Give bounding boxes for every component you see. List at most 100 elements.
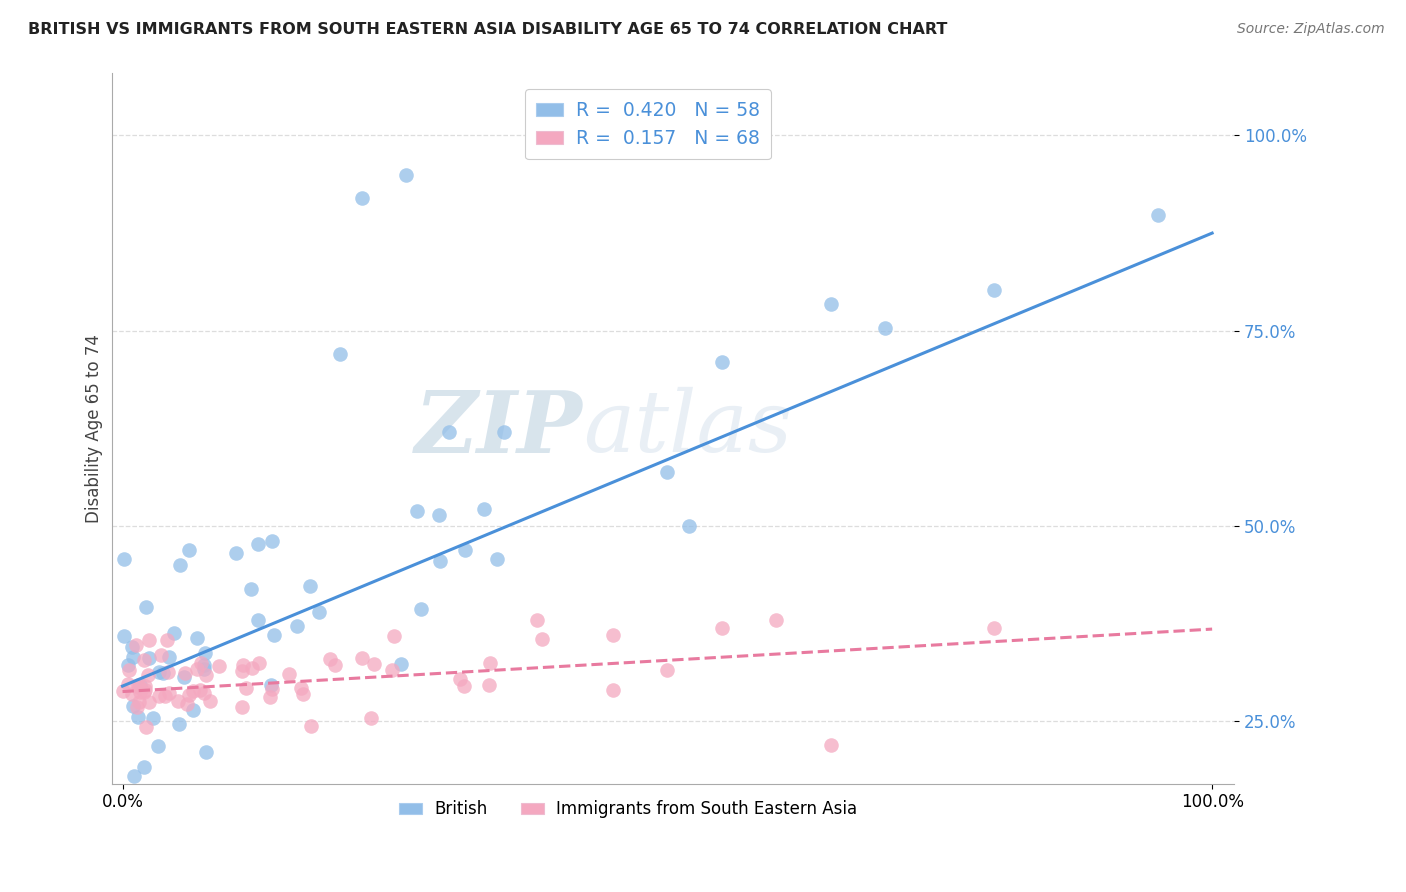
Point [173, 670, 195, 684]
Point [183, 703, 205, 717]
Point [122, 649, 145, 664]
Text: Source: ZipAtlas.com: Source: ZipAtlas.com [1237, 22, 1385, 37]
Point [181, 684, 204, 698]
Point [247, 657, 270, 671]
Point [174, 666, 197, 681]
Point [263, 628, 285, 642]
Point [449, 672, 471, 686]
Point [132, 760, 155, 774]
Point [439, 425, 461, 440]
Point [259, 690, 281, 704]
Point [319, 652, 342, 666]
Point [125, 700, 148, 714]
Point [186, 662, 208, 676]
Point [122, 769, 145, 783]
Legend: British, Immigrants from South Eastern Asia: British, Immigrants from South Eastern A… [392, 794, 863, 825]
Point [135, 720, 157, 734]
Point [299, 719, 322, 733]
Point [232, 657, 254, 672]
Point [132, 685, 155, 699]
Point [247, 613, 270, 627]
Point [176, 697, 198, 711]
Point [382, 629, 405, 643]
Point [308, 605, 330, 619]
Text: ZIP: ZIP [415, 386, 583, 470]
Point [112, 551, 135, 566]
Point [411, 601, 433, 615]
Point [118, 663, 141, 677]
Point [453, 679, 475, 693]
Point [138, 650, 160, 665]
Point [142, 711, 165, 725]
Point [121, 640, 143, 655]
Point [156, 665, 179, 679]
Point [350, 650, 373, 665]
Point [820, 738, 842, 752]
Point [134, 680, 156, 694]
Point [122, 699, 145, 714]
Point [121, 687, 143, 701]
Point [194, 646, 217, 660]
Point [112, 684, 135, 698]
Point [117, 658, 139, 673]
Point [235, 681, 257, 695]
Point [127, 710, 149, 724]
Point [602, 682, 624, 697]
Point [478, 656, 501, 670]
Point [352, 191, 374, 205]
Point [363, 657, 385, 672]
Point [983, 621, 1005, 635]
Point [193, 658, 215, 673]
Point [427, 508, 450, 522]
Point [125, 638, 148, 652]
Point [657, 663, 679, 677]
Point [152, 665, 174, 680]
Point [710, 355, 733, 369]
Point [166, 694, 188, 708]
Point [454, 543, 477, 558]
Point [135, 600, 157, 615]
Point [260, 678, 283, 692]
Point [198, 694, 221, 708]
Point [820, 297, 842, 311]
Point [262, 534, 284, 549]
Point [765, 613, 787, 627]
Point [117, 676, 139, 690]
Point [188, 683, 211, 698]
Point [231, 664, 253, 678]
Point [167, 717, 190, 731]
Point [291, 687, 314, 701]
Point [323, 658, 346, 673]
Point [128, 678, 150, 692]
Point [129, 685, 152, 699]
Point [127, 678, 149, 692]
Point [150, 648, 173, 662]
Point [134, 682, 156, 697]
Point [112, 628, 135, 642]
Point [195, 667, 218, 681]
Point [486, 551, 509, 566]
Point [177, 543, 200, 558]
Point [240, 661, 263, 675]
Y-axis label: Disability Age 65 to 74: Disability Age 65 to 74 [86, 334, 103, 523]
Point [360, 711, 382, 725]
Point [381, 664, 404, 678]
Point [156, 633, 179, 648]
Point [246, 537, 269, 551]
Point [657, 465, 679, 479]
Point [138, 633, 160, 648]
Point [299, 579, 322, 593]
Point [710, 621, 733, 635]
Point [186, 632, 208, 646]
Point [285, 619, 308, 633]
Point [983, 283, 1005, 297]
Text: atlas: atlas [583, 387, 792, 470]
Point [602, 628, 624, 642]
Point [526, 613, 548, 627]
Text: BRITISH VS IMMIGRANTS FROM SOUTH EASTERN ASIA DISABILITY AGE 65 TO 74 CORRELATIO: BRITISH VS IMMIGRANTS FROM SOUTH EASTERN… [28, 22, 948, 37]
Point [395, 168, 418, 182]
Point [138, 694, 160, 708]
Point [190, 656, 212, 670]
Point [389, 657, 412, 671]
Point [329, 347, 352, 361]
